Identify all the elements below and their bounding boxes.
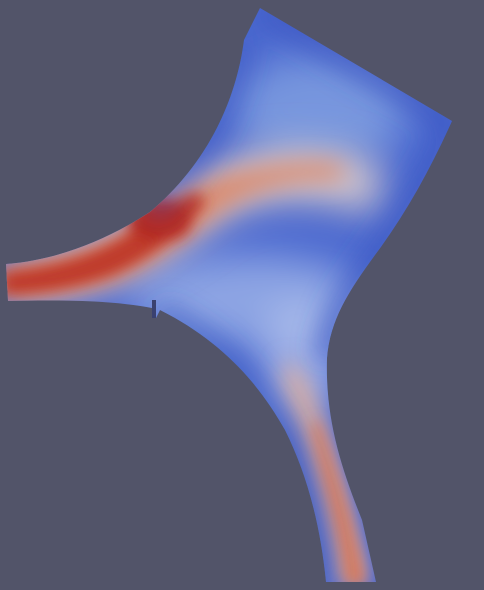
mesh-notch <box>152 300 156 318</box>
